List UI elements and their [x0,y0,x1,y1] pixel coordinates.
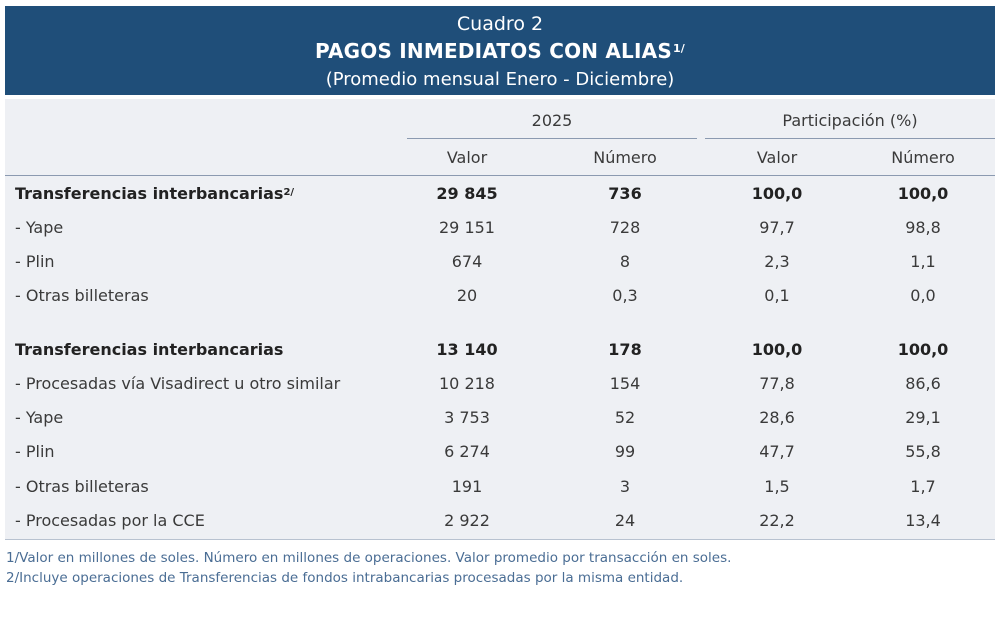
table-cell: 178 [608,340,642,359]
table-cell: 24 [614,511,636,530]
row-label: - Procesadas por la CCE [15,511,205,531]
row-label-text: - Procesadas vía Visadirect u otro simil… [15,374,341,393]
col-header-numero-part: Número [891,148,955,167]
table-cell: 29 151 [439,218,495,237]
table-cell: 29,1 [905,408,941,427]
row-label: - Yape [15,408,63,428]
group-rule-participacion [705,138,995,139]
row-label-text: - Procesadas por la CCE [15,511,205,530]
row-label-note: 2/ [283,187,295,198]
table-cell: 10 218 [439,374,495,393]
row-label: - Yape [15,218,63,238]
table-cell: 191 [451,477,483,496]
table-cell: 47,7 [759,442,795,461]
table-cell: 100,0 [897,340,949,359]
group-header-participacion: Participación (%) [782,111,918,130]
table-cell: 728 [609,218,641,237]
row-label: Transferencias interbancarias [15,340,283,360]
table-cell: 1,5 [764,477,790,496]
row-label-text: Transferencias interbancarias [15,184,284,203]
group-header-2025: 2025 [531,111,573,130]
row-label-text: Transferencias interbancarias [15,340,284,359]
row-label: - Procesadas vía Visadirect u otro simil… [15,374,340,394]
row-label-text: - Plin [15,252,55,271]
table-title: PAGOS INMEDIATOS CON ALIAS1/ [5,39,995,63]
row-label-text: - Otras billeteras [15,286,149,305]
col-header-valor-part: Valor [756,148,798,167]
table-cell: 77,8 [759,374,795,393]
table-cell: 100,0 [897,184,949,203]
table-cell: 6 274 [444,442,490,461]
table-cell: 1,7 [910,477,936,496]
table-cell: 29 845 [436,184,498,203]
table-cell: 3 [619,477,631,496]
table-cell: 28,6 [759,408,795,427]
col-header-valor-2025: Valor [446,148,488,167]
table-cell: 154 [609,374,641,393]
table-cell: 0,0 [910,286,936,305]
header-rule [5,175,995,176]
table-cell: 13 140 [436,340,498,359]
row-label: Transferencias interbancarias2/ [15,184,294,204]
data-table: 2025 Participación (%) Valor Número Valo… [5,99,995,540]
row-label: - Otras billeteras [15,477,149,497]
table-title-text: PAGOS INMEDIATOS CON ALIAS [314,39,672,63]
row-label: - Plin [15,252,55,272]
table-cell: 52 [614,408,636,427]
table-cell: 100,0 [751,340,803,359]
table-cell: 97,7 [759,218,795,237]
table-cell: 0,3 [612,286,638,305]
table-cell: 98,8 [905,218,941,237]
table-cell: 99 [614,442,636,461]
table-header-banner: Cuadro 2 PAGOS INMEDIATOS CON ALIAS1/ (P… [5,6,995,95]
table-cell: 3 753 [444,408,490,427]
table-number: Cuadro 2 [456,13,544,35]
table-cell: 13,4 [905,511,941,530]
table-cell: 2 922 [444,511,490,530]
title-note: 1/ [672,42,686,55]
table-cell: 20 [456,286,478,305]
footnote-1: 1/Valor en millones de soles. Número en … [6,550,732,566]
row-label: - Otras billeteras [15,286,149,306]
table-cell: 22,2 [759,511,795,530]
row-label-text: - Yape [15,408,64,427]
table-cell: 2,3 [764,252,790,271]
table-period: (Promedio mensual Enero - Diciembre) [325,69,675,90]
row-label-text: - Yape [15,218,64,237]
row-label: - Plin [15,442,55,462]
table-cell: 0,1 [764,286,790,305]
footnote-2: 2/Incluye operaciones de Transferencias … [6,570,684,586]
row-label-text: - Plin [15,442,55,461]
group-rule-2025 [407,138,697,139]
row-label-text: - Otras billeteras [15,477,149,496]
table-cell: 55,8 [905,442,941,461]
table-cell: 674 [451,252,483,271]
table-cell: 8 [619,252,631,271]
table-cell: 1,1 [910,252,936,271]
table-cell: 100,0 [751,184,803,203]
table-cell: 86,6 [905,374,941,393]
col-header-numero-2025: Número [593,148,657,167]
table-cell: 736 [608,184,642,203]
